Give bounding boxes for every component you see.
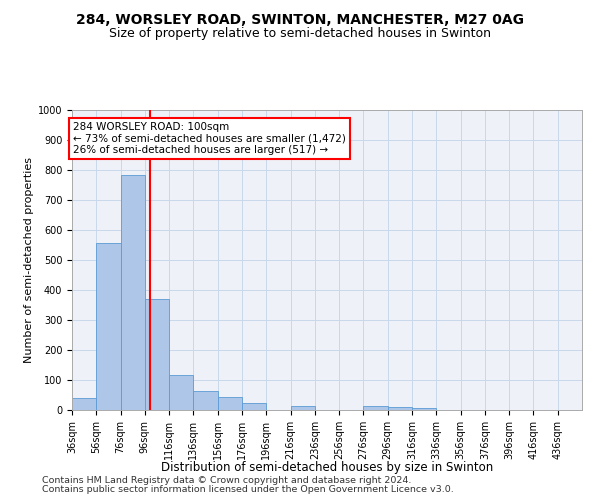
Bar: [242, 402, 266, 410]
Text: Contains HM Land Registry data © Crown copyright and database right 2024.: Contains HM Land Registry data © Crown c…: [42, 476, 412, 485]
Text: 284, WORSLEY ROAD, SWINTON, MANCHESTER, M27 0AG: 284, WORSLEY ROAD, SWINTON, MANCHESTER, …: [76, 12, 524, 26]
Bar: [145, 299, 169, 410]
Bar: [218, 396, 242, 410]
Text: Contains public sector information licensed under the Open Government Licence v3: Contains public sector information licen…: [42, 485, 454, 494]
Text: Size of property relative to semi-detached houses in Swinton: Size of property relative to semi-detach…: [109, 28, 491, 40]
Text: Distribution of semi-detached houses by size in Swinton: Distribution of semi-detached houses by …: [161, 461, 493, 474]
Bar: [388, 407, 412, 410]
Bar: [169, 375, 193, 410]
Bar: [412, 408, 436, 410]
Bar: [96, 243, 121, 410]
Bar: [72, 398, 96, 410]
Bar: [193, 390, 218, 410]
Bar: [364, 406, 388, 410]
Y-axis label: Number of semi-detached properties: Number of semi-detached properties: [23, 157, 34, 363]
Bar: [121, 175, 145, 410]
Text: 284 WORSLEY ROAD: 100sqm
← 73% of semi-detached houses are smaller (1,472)
26% o: 284 WORSLEY ROAD: 100sqm ← 73% of semi-d…: [73, 122, 346, 155]
Bar: [290, 406, 315, 410]
